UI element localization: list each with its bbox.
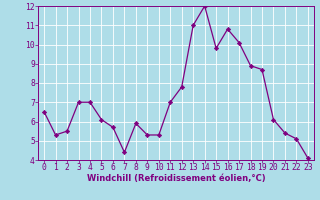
X-axis label: Windchill (Refroidissement éolien,°C): Windchill (Refroidissement éolien,°C) <box>87 174 265 183</box>
